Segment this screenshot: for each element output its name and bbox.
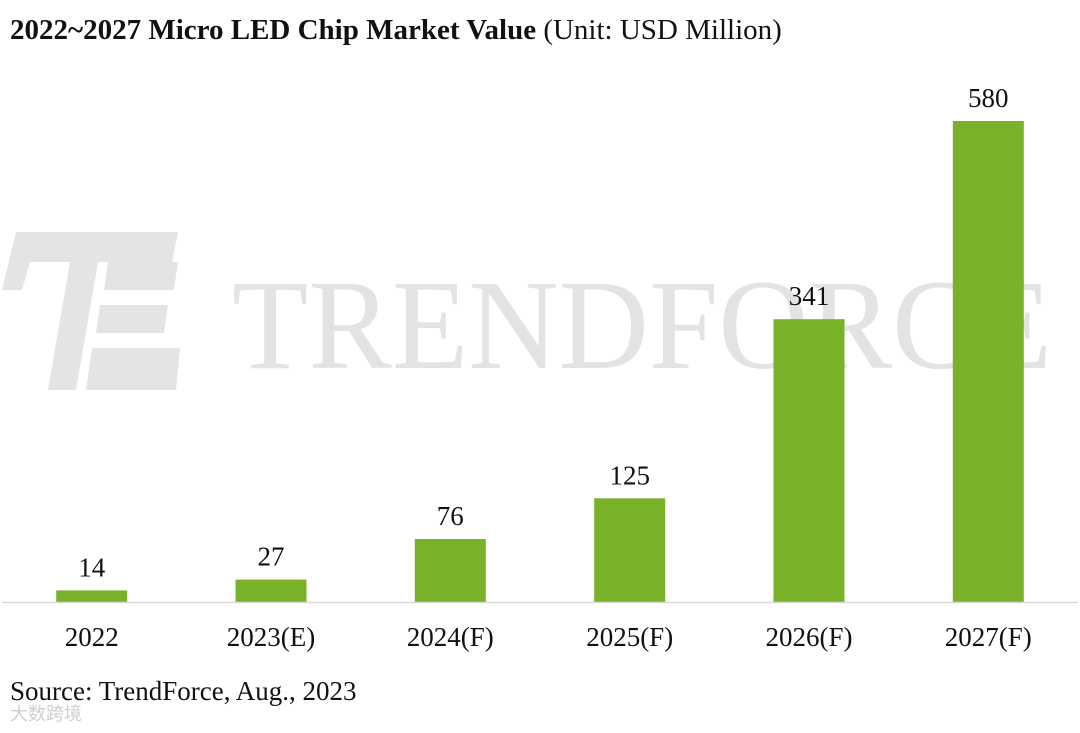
trendforce-logo-icon <box>2 232 180 390</box>
data-label-2023(E): 27 <box>258 542 285 572</box>
chart-title-block: 2022~2027 Micro LED Chip Market Value (U… <box>10 14 782 47</box>
x-tick-label-2024(F): 2024(F) <box>407 622 494 652</box>
bar-2026(F) <box>773 319 845 602</box>
x-tick-label-2022: 2022 <box>65 622 119 652</box>
data-label-2022: 14 <box>78 552 106 582</box>
data-label-2024(F): 76 <box>437 501 464 531</box>
data-label-2026(F): 341 <box>789 281 830 311</box>
chart-title: 2022~2027 Micro LED Chip Market Value <box>10 14 537 46</box>
data-label-2025(F): 125 <box>609 460 650 490</box>
bar-2022 <box>56 590 128 602</box>
bar-2023(E) <box>235 579 307 602</box>
bar-2027(F) <box>952 121 1024 602</box>
bar-2024(F) <box>414 539 486 602</box>
source-note: Source: TrendForce, Aug., 2023 <box>10 676 357 706</box>
x-tick-label-2027(F): 2027(F) <box>945 622 1032 652</box>
bar-2025(F) <box>594 498 666 602</box>
x-tick-label-2025(F): 2025(F) <box>586 622 673 652</box>
chart-unit-label: (Unit: USD Million) <box>543 14 782 46</box>
x-tick-label-2023(E): 2023(E) <box>227 622 315 652</box>
x-tick-label-2026(F): 2026(F) <box>766 622 853 652</box>
cn-watermark: 大数跨境 <box>10 704 82 725</box>
data-label-2027(F): 580 <box>968 83 1009 113</box>
trendforce-watermark-text: TRENDFORCE <box>232 254 1052 396</box>
